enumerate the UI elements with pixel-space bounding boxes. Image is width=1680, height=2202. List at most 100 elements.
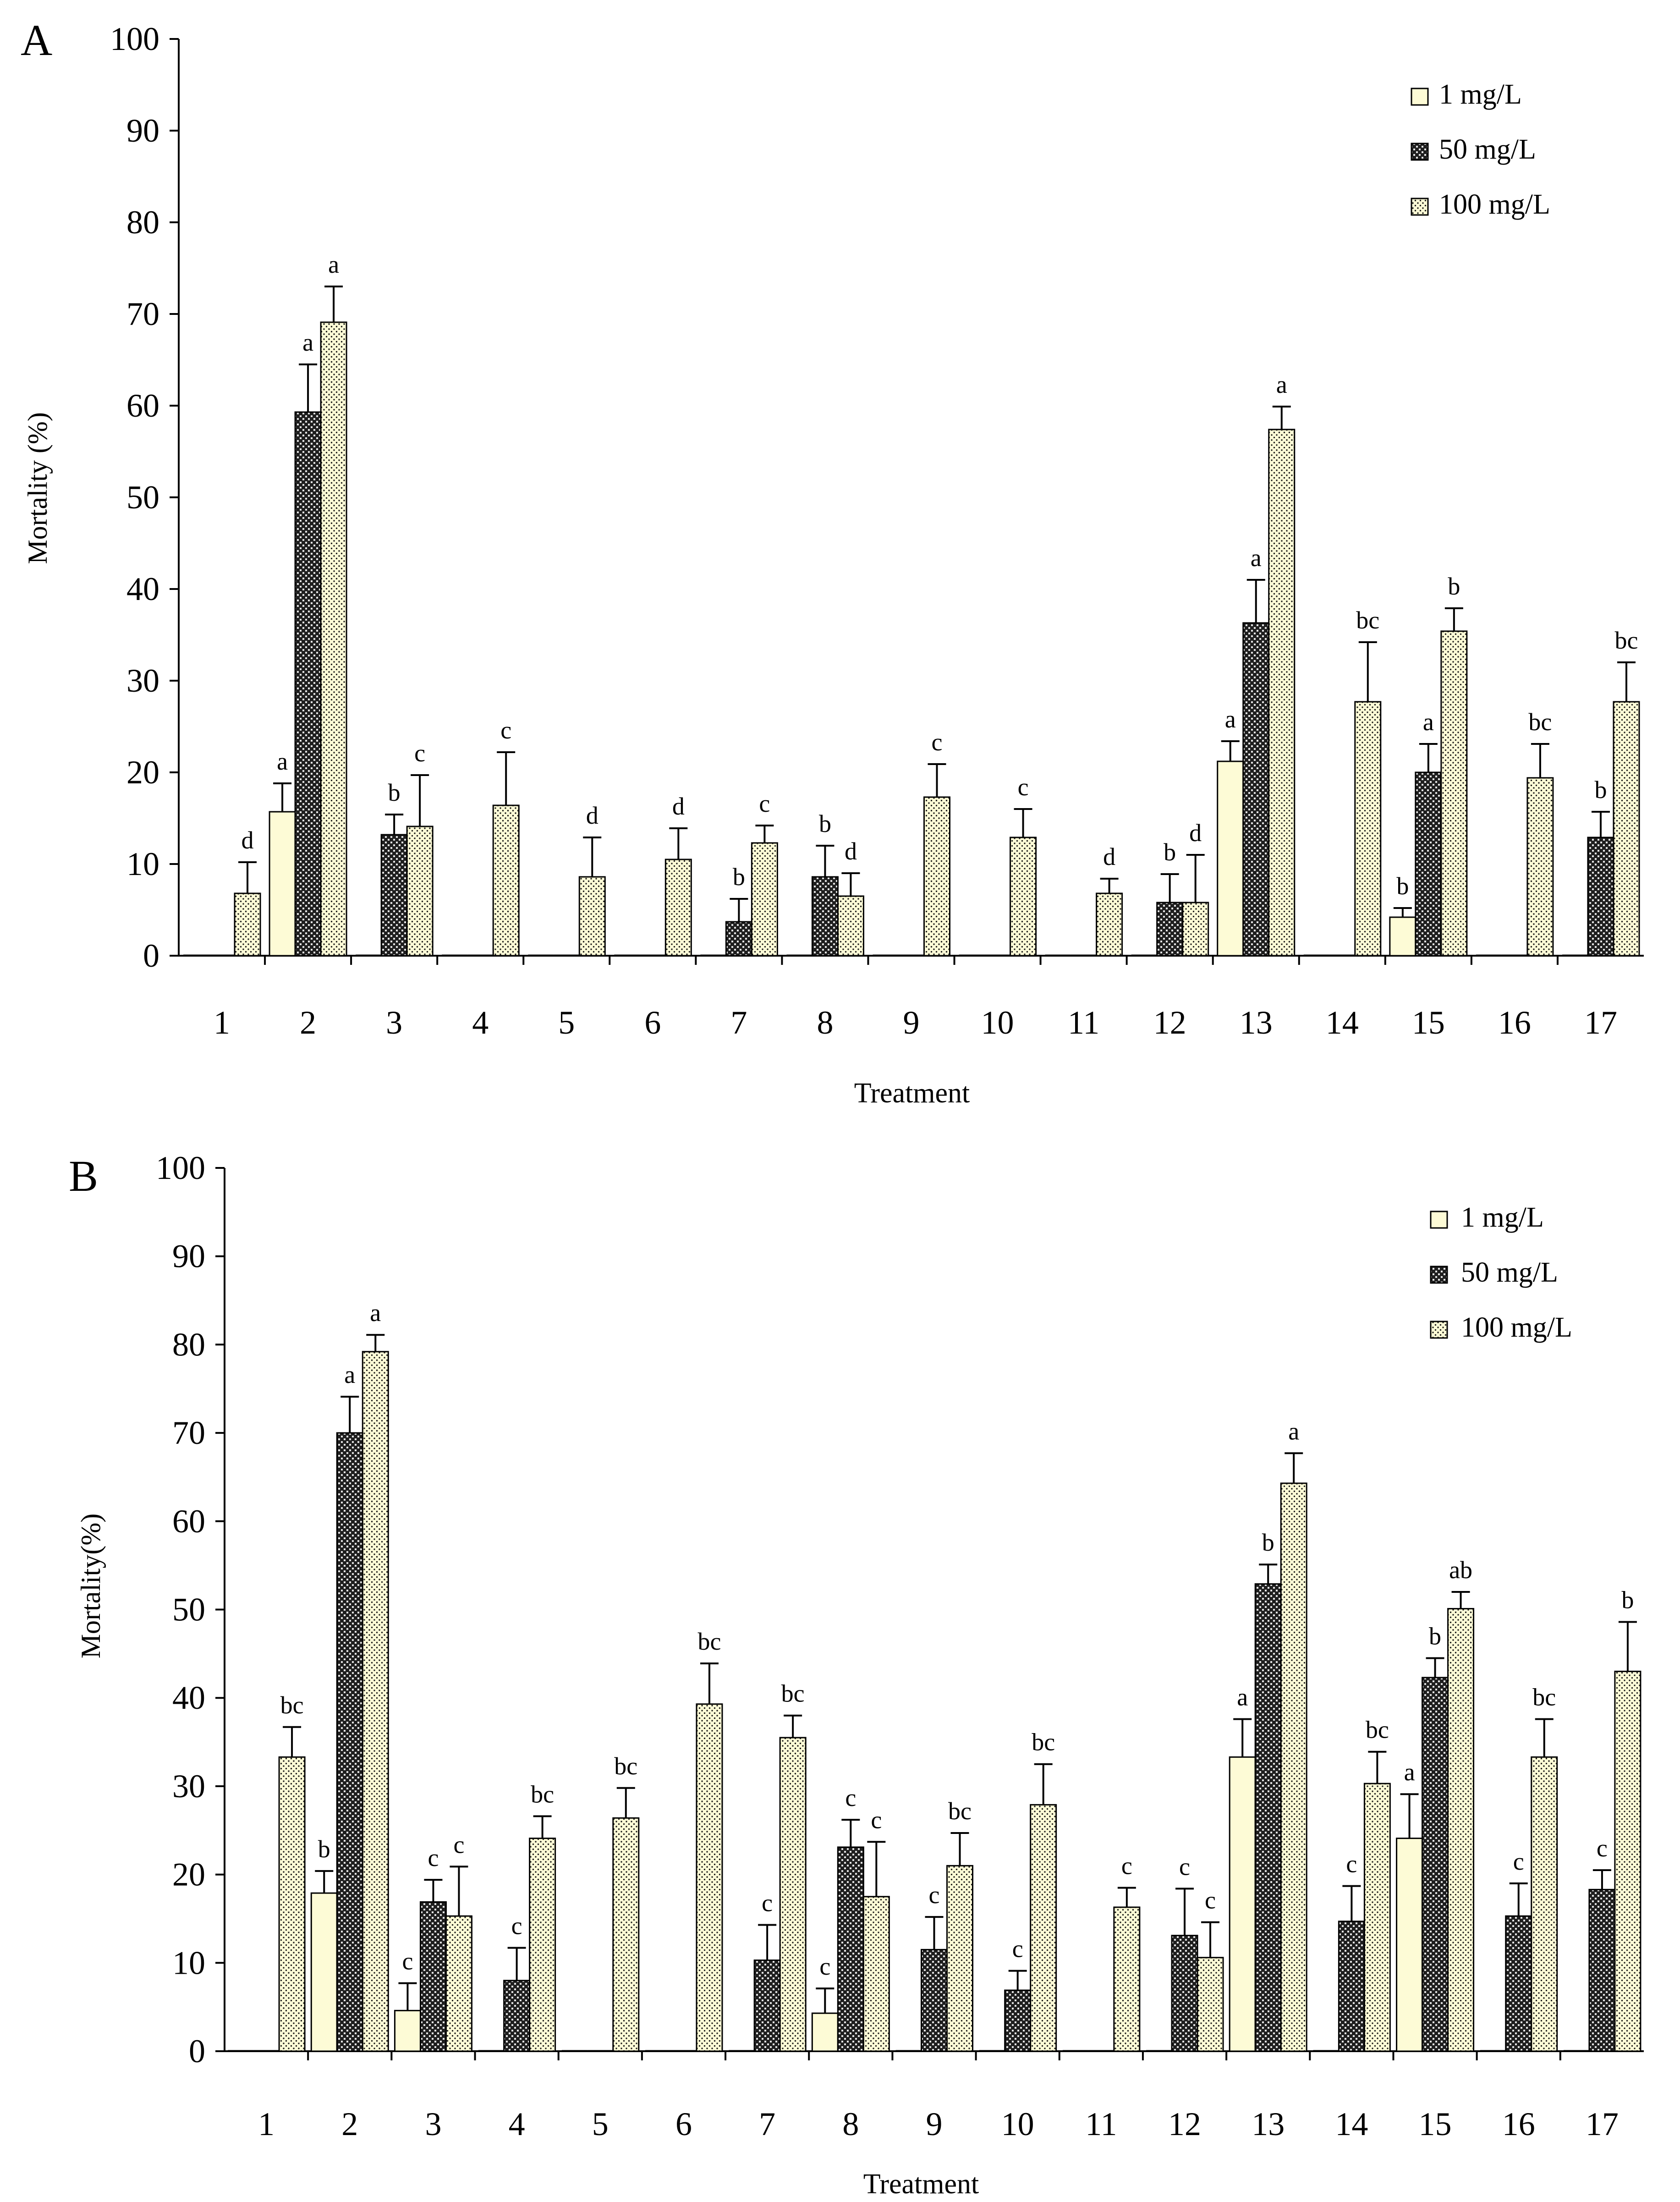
bar-50mg-t9 <box>921 1949 948 2052</box>
bar-100mg-t14 <box>1363 1783 1391 2052</box>
x-tick-label: 7 <box>730 1004 747 1041</box>
bar-1mg-t13 <box>1217 760 1244 957</box>
legend-label-50mg: 50 mg/L <box>1461 1257 1558 1288</box>
x-tick-label: 1 <box>258 2106 275 2142</box>
significance-label-50mg-t17: c <box>1597 1834 1608 1862</box>
significance-label-50mg-t8: b <box>819 810 831 837</box>
bar-50mg-t3 <box>380 834 408 957</box>
bar-100mg-t6 <box>664 859 692 957</box>
x-tick-label: 3 <box>386 1004 402 1041</box>
significance-label-50mg-t3: b <box>388 779 401 806</box>
significance-label-50mg-t13: a <box>1251 544 1262 572</box>
legend-item-100mg: 100 mg/L <box>1430 1312 1572 1343</box>
significance-label-50mg-t2: a <box>344 1361 355 1388</box>
significance-label-100mg-t7: c <box>759 790 770 817</box>
panel-label: B <box>69 1151 98 1200</box>
bar-100mg-t17 <box>1613 701 1640 957</box>
bar-100mg-t3 <box>406 826 434 957</box>
x-tick-label: 12 <box>1168 2106 1201 2142</box>
legend-item-1mg: 1 mg/L <box>1430 1202 1544 1233</box>
x-tick-label: 7 <box>759 2106 775 2142</box>
significance-label-50mg-t9: c <box>929 1881 940 1909</box>
legend-swatch-1mg <box>1430 1211 1448 1229</box>
bar-1mg-t2 <box>269 811 296 957</box>
significance-label-100mg-t11: c <box>1121 1852 1132 1880</box>
bar-1mg-t15 <box>1389 916 1416 957</box>
bar-100mg-t12 <box>1197 1957 1224 2052</box>
significance-label-50mg-t14: c <box>1346 1850 1357 1878</box>
bar-100mg-t1 <box>278 1756 306 2052</box>
bar-50mg-t14 <box>1338 1921 1365 2052</box>
legend: 1 mg/L 50 mg/L 100 mg/L <box>1411 79 1550 220</box>
significance-label-50mg-t4: c <box>511 1912 522 1940</box>
legend-item-50mg: 50 mg/L <box>1411 134 1536 165</box>
y-tick-label: 80 <box>126 204 159 241</box>
x-tick-label: 2 <box>300 1004 316 1041</box>
legend-label-100mg: 100 mg/L <box>1439 189 1550 220</box>
y-tick-label: 80 <box>172 1326 205 1363</box>
y-tick-label: 0 <box>189 2033 205 2070</box>
y-tick-label: 100 <box>156 1150 205 1186</box>
legend-item-50mg: 50 mg/L <box>1430 1257 1558 1288</box>
x-tick-label: 9 <box>903 1004 920 1041</box>
x-tick-label: 17 <box>1584 1004 1617 1041</box>
bar-100mg-t2 <box>362 1351 389 2052</box>
bar-50mg-t2 <box>336 1432 363 2052</box>
significance-label-50mg-t16: c <box>1513 1848 1524 1875</box>
significance-label-1mg-t15: a <box>1404 1758 1415 1786</box>
bar-50mg-t15 <box>1415 771 1442 957</box>
y-tick-label: 30 <box>172 1768 205 1805</box>
y-tick-label: 70 <box>126 296 159 332</box>
significance-label-50mg-t12: c <box>1179 1853 1190 1880</box>
bar-100mg-t11 <box>1113 1906 1141 2052</box>
significance-label-100mg-t11: d <box>1103 843 1115 870</box>
significance-label-100mg-t8: d <box>845 837 857 865</box>
legend-label-1mg: 1 mg/L <box>1461 1202 1544 1233</box>
legend-item-1mg: 1 mg/L <box>1411 79 1522 110</box>
significance-label-100mg-t2: a <box>370 1299 381 1327</box>
panel-a: A Mortality (%) Treatment 0 10 20 30 40 50 60 7… <box>21 16 1644 1109</box>
significance-label-100mg-t16: bc <box>1532 1683 1556 1711</box>
y-tick-label: 60 <box>172 1503 205 1540</box>
x-tick-label: 16 <box>1498 1004 1531 1041</box>
x-tick-label: 5 <box>592 2106 609 2142</box>
significance-label-50mg-t8: c <box>845 1784 856 1811</box>
bar-100mg-t16 <box>1526 777 1554 957</box>
y-tick-label: 20 <box>126 754 159 791</box>
x-tick-label: 11 <box>1085 2106 1117 2142</box>
x-tick-label: 6 <box>675 2106 692 2142</box>
bar-50mg-t12 <box>1156 902 1184 957</box>
bar-100mg-t8 <box>837 895 864 957</box>
significance-label-100mg-t6: d <box>672 793 685 820</box>
x-tick-label: 5 <box>558 1004 575 1041</box>
significance-label-1mg-t3: c <box>402 1948 413 1975</box>
x-axis-title: Treatment <box>854 1078 970 1109</box>
legend-label-1mg: 1 mg/L <box>1439 79 1522 110</box>
significance-label-100mg-t10: c <box>1018 773 1029 801</box>
bar-50mg-t12 <box>1171 1935 1198 2052</box>
y-tick-label: 10 <box>172 1944 205 1981</box>
bar-50mg-t16 <box>1505 1915 1532 2052</box>
x-tick-label: 2 <box>341 2106 358 2142</box>
significance-label-1mg-t13: a <box>1237 1683 1248 1711</box>
x-tick-label: 14 <box>1326 1004 1359 1041</box>
x-tick-label: 13 <box>1252 2106 1285 2142</box>
x-tick-label: 12 <box>1153 1004 1186 1041</box>
bar-100mg-t7 <box>751 842 778 957</box>
significance-label-100mg-t1: bc <box>280 1691 304 1719</box>
significance-label-1mg-t2: a <box>277 748 288 775</box>
x-tick-label: 3 <box>425 2106 441 2142</box>
bar-50mg-t17 <box>1587 837 1614 957</box>
bar-50mg-t7 <box>753 1960 781 2052</box>
significance-label-50mg-t7: c <box>762 1889 773 1916</box>
bar-100mg-t9 <box>946 1865 973 2052</box>
panel-b: B Mortality(%) Treatment 0 10 20 30 40 50 60 70… <box>69 1150 1644 2200</box>
y-tick-label: 100 <box>110 21 159 57</box>
significance-label-1mg-t2: b <box>318 1835 330 1863</box>
legend-swatch-100mg <box>1411 198 1429 216</box>
bar-100mg-t6 <box>696 1703 723 2052</box>
y-tick-label: 0 <box>143 937 159 974</box>
significance-label-100mg-t2: a <box>328 251 339 278</box>
x-tick-label: 4 <box>472 1004 489 1041</box>
